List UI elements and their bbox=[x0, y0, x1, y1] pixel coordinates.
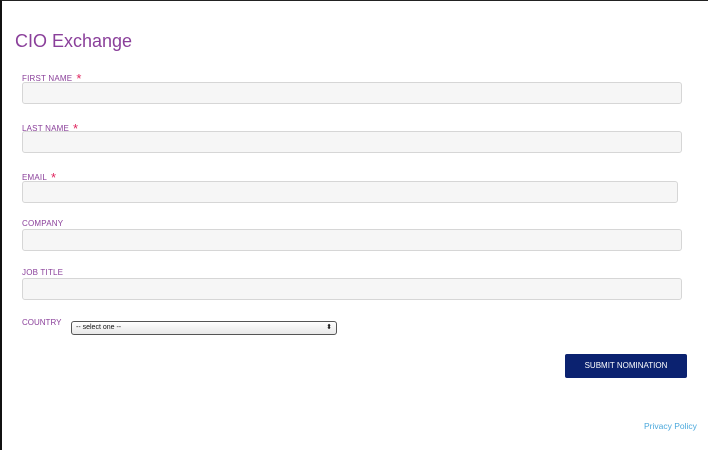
select-arrows-icon: ⬍ bbox=[326, 324, 332, 331]
required-marker: * bbox=[73, 121, 79, 136]
company-label: COMPANY bbox=[22, 219, 64, 228]
required-marker: * bbox=[76, 71, 82, 86]
page-title: CIO Exchange bbox=[15, 31, 133, 51]
last-name-label: LAST NAME * bbox=[22, 119, 79, 136]
job-title-input[interactable] bbox=[22, 278, 682, 300]
label-text: FIRST NAME bbox=[22, 74, 73, 83]
country-select[interactable]: -- select one -- ⬍ bbox=[71, 321, 337, 335]
email-input[interactable] bbox=[22, 181, 678, 203]
submit-nomination-button[interactable]: SUBMIT NOMINATION bbox=[565, 354, 687, 378]
first-name-label: FIRST NAME * bbox=[22, 69, 82, 86]
last-name-input[interactable] bbox=[22, 131, 682, 153]
country-selected: -- select one -- bbox=[76, 324, 122, 331]
label-text: EMAIL bbox=[22, 173, 48, 182]
country-label: COUNTRY bbox=[22, 318, 62, 327]
job-title-label: JOB TITLE bbox=[22, 268, 64, 277]
label-text: LAST NAME bbox=[22, 124, 69, 133]
email-label: EMAIL * bbox=[22, 168, 57, 185]
required-marker: * bbox=[51, 170, 57, 185]
company-input[interactable] bbox=[22, 229, 682, 251]
privacy-policy-link[interactable]: Privacy Policy bbox=[644, 421, 697, 431]
first-name-input[interactable] bbox=[22, 82, 682, 104]
